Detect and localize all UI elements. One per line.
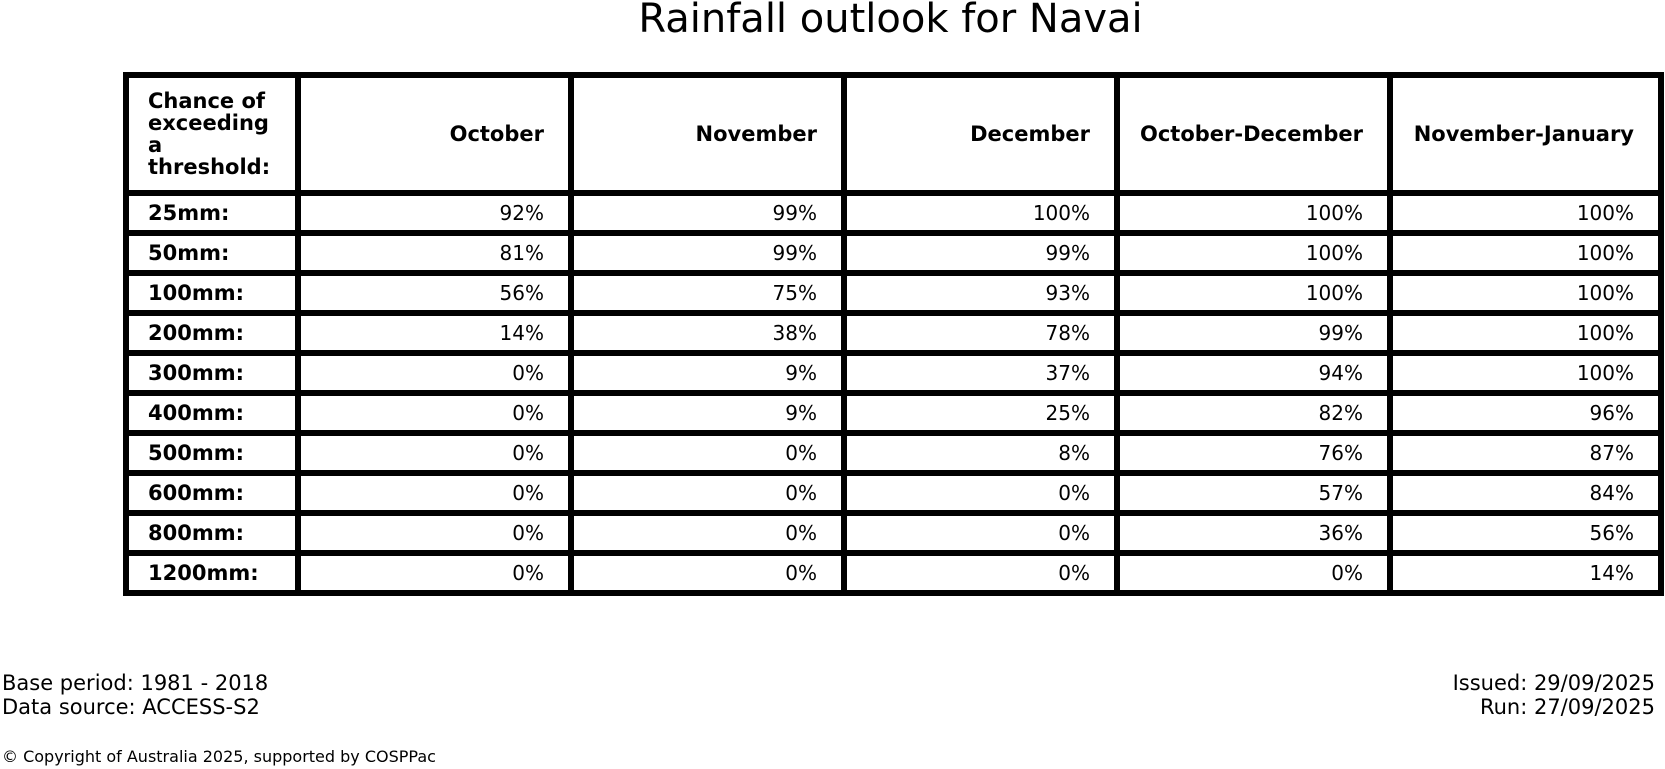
cell-value: 84%: [1387, 470, 1664, 516]
cell-value: 0%: [295, 510, 574, 556]
table-row: 25mm: 92% 99% 100% 100% 100%: [123, 190, 1664, 236]
table-body: 25mm: 92% 99% 100% 100% 100% 50mm: 81% 99% 99% 100…: [123, 190, 1664, 596]
cell-value: 0%: [295, 550, 574, 596]
row-threshold-label: 25mm:: [123, 190, 301, 236]
cell-value: 100%: [1114, 230, 1393, 276]
cell-value: 37%: [841, 350, 1120, 396]
column-header-november-january: November-January: [1387, 72, 1664, 196]
cell-value: 94%: [1114, 350, 1393, 396]
cell-value: 99%: [841, 230, 1120, 276]
cell-value: 0%: [295, 350, 574, 396]
cell-value: 56%: [295, 270, 574, 316]
cell-value: 0%: [841, 550, 1120, 596]
data-source-text: Data source: ACCESS-S2: [2, 695, 260, 719]
cell-value: 0%: [295, 430, 574, 476]
table-row: 500mm: 0% 0% 8% 76% 87%: [123, 430, 1664, 476]
cell-value: 8%: [841, 430, 1120, 476]
table-row: 200mm: 14% 38% 78% 99% 100%: [123, 310, 1664, 356]
cell-value: 0%: [568, 550, 847, 596]
footer-right: Issued: 29/09/2025 Run: 27/09/2025: [1453, 671, 1655, 719]
column-header-october: October: [295, 72, 574, 196]
row-threshold-label: 200mm:: [123, 310, 301, 356]
cell-value: 82%: [1114, 390, 1393, 436]
cell-value: 9%: [568, 350, 847, 396]
cell-value: 0%: [295, 390, 574, 436]
cell-value: 76%: [1114, 430, 1393, 476]
copyright-text: © Copyright of Australia 2025, supported…: [2, 747, 436, 766]
row-threshold-label: 400mm:: [123, 390, 301, 436]
table-row: 400mm: 0% 9% 25% 82% 96%: [123, 390, 1664, 436]
cell-value: 9%: [568, 390, 847, 436]
cell-value: 100%: [1387, 270, 1664, 316]
threshold-column-header: Chance of exceeding a threshold:: [123, 72, 301, 196]
table-row: 600mm: 0% 0% 0% 57% 84%: [123, 470, 1664, 516]
run-date-text: Run: 27/09/2025: [1479, 695, 1655, 719]
table-row: 100mm: 56% 75% 93% 100% 100%: [123, 270, 1664, 316]
cell-value: 99%: [568, 230, 847, 276]
cell-value: 0%: [841, 510, 1120, 556]
cell-value: 0%: [568, 470, 847, 516]
row-threshold-label: 300mm:: [123, 350, 301, 396]
cell-value: 100%: [1114, 190, 1393, 236]
cell-value: 100%: [1387, 190, 1664, 236]
cell-value: 92%: [295, 190, 574, 236]
cell-value: 0%: [1114, 550, 1393, 596]
cell-value: 100%: [1387, 310, 1664, 356]
cell-value: 99%: [1114, 310, 1393, 356]
rainfall-outlook-table: Chance of exceeding a threshold: October…: [123, 72, 1664, 596]
cell-value: 93%: [841, 270, 1120, 316]
cell-value: 14%: [1387, 550, 1664, 596]
cell-value: 56%: [1387, 510, 1664, 556]
row-threshold-label: 600mm:: [123, 470, 301, 516]
cell-value: 100%: [1387, 230, 1664, 276]
footer-left: Base period: 1981 - 2018 Data source: AC…: [2, 671, 268, 719]
table-row: 50mm: 81% 99% 99% 100% 100%: [123, 230, 1664, 276]
cell-value: 100%: [1387, 350, 1664, 396]
cell-value: 81%: [295, 230, 574, 276]
cell-value: 0%: [841, 470, 1120, 516]
cell-value: 38%: [568, 310, 847, 356]
cell-value: 57%: [1114, 470, 1393, 516]
table-row: 300mm: 0% 9% 37% 94% 100%: [123, 350, 1664, 396]
cell-value: 0%: [295, 470, 574, 516]
cell-value: 96%: [1387, 390, 1664, 436]
cell-value: 14%: [295, 310, 574, 356]
column-header-december: December: [841, 72, 1120, 196]
cell-value: 0%: [568, 510, 847, 556]
cell-value: 99%: [568, 190, 847, 236]
column-header-november: November: [568, 72, 847, 196]
row-threshold-label: 800mm:: [123, 510, 301, 556]
row-threshold-label: 1200mm:: [123, 550, 301, 596]
cell-value: 25%: [841, 390, 1120, 436]
row-threshold-label: 50mm:: [123, 230, 301, 276]
header-row: Chance of exceeding a threshold: October…: [123, 72, 1664, 196]
cell-value: 78%: [841, 310, 1120, 356]
row-threshold-label: 100mm:: [123, 270, 301, 316]
cell-value: 87%: [1387, 430, 1664, 476]
base-period-text: Base period: 1981 - 2018: [2, 671, 269, 695]
issued-date-text: Issued: 29/09/2025: [1452, 671, 1655, 695]
cell-value: 75%: [568, 270, 847, 316]
cell-value: 100%: [1114, 270, 1393, 316]
table-row: 1200mm: 0% 0% 0% 0% 14%: [123, 550, 1664, 596]
cell-value: 0%: [568, 430, 847, 476]
column-header-october-december: October-December: [1114, 72, 1393, 196]
table-row: 800mm: 0% 0% 0% 36% 56%: [123, 510, 1664, 556]
cell-value: 36%: [1114, 510, 1393, 556]
cell-value: 100%: [841, 190, 1120, 236]
page-title: Rainfall outlook for Navai: [638, 0, 1143, 42]
row-threshold-label: 500mm:: [123, 430, 301, 476]
